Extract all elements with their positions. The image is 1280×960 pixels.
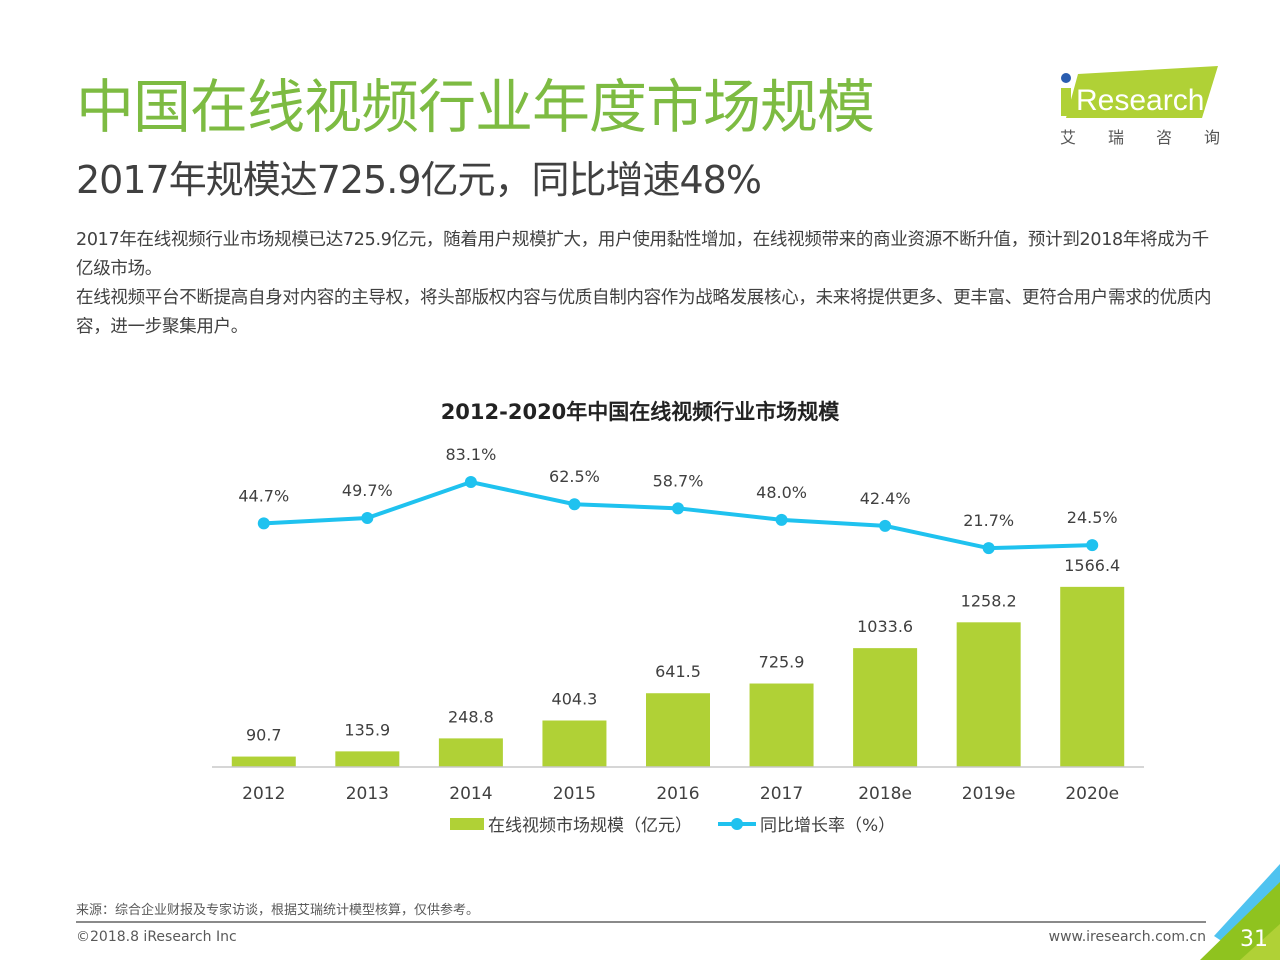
body-paragraph: 2017年在线视频行业市场规模已达725.9亿元，随着用户规模扩大，用户使用黏性… xyxy=(76,230,1209,279)
logo-blue-dot xyxy=(1061,73,1071,83)
legend-line-swatch xyxy=(718,817,756,830)
legend-label: 在线视频市场规模（亿元） xyxy=(488,816,692,836)
bars-layer xyxy=(231,586,1125,767)
logo-green-banner xyxy=(1066,66,1218,118)
growth-point-2018e xyxy=(879,519,892,532)
bar-value-label: 248.8 xyxy=(448,707,494,726)
legend-item-growth-rate: 同比增长率（%） xyxy=(718,811,895,836)
logo-brand-text: Research xyxy=(1076,84,1204,117)
growth-point-2017 xyxy=(775,513,788,526)
logo-char: 艾 xyxy=(1060,128,1077,147)
bar-2020e xyxy=(1060,586,1125,767)
labels-layer: 90.7 2012 135.9 2013 248.8 2014 404.3 2015 641.5… xyxy=(238,445,1120,804)
logo-chinese-name: 艾 瑞 咨 询 xyxy=(1060,124,1220,148)
growth-value-label: 44.7% xyxy=(238,486,289,505)
footer-divider xyxy=(76,921,1206,923)
source-note: 来源：综合企业财报及专家访谈，根据艾瑞统计模型核算，仅供参考。 xyxy=(76,903,480,918)
logo-char: 询 xyxy=(1203,128,1220,147)
legend-item-market-size: 在线视频市场规模（亿元） xyxy=(450,811,692,836)
growth-value-label: 83.1% xyxy=(445,445,496,464)
growth-value-label: 58.7% xyxy=(653,471,704,490)
x-tick-label: 2020e xyxy=(1065,784,1119,804)
growth-line-layer xyxy=(257,476,1099,555)
x-tick-label: 2017 xyxy=(760,784,803,804)
growth-point-2020e xyxy=(1086,539,1099,552)
bar-value-label: 641.5 xyxy=(655,662,701,681)
x-tick-label: 2015 xyxy=(553,784,596,804)
legend-bar-swatch xyxy=(450,817,484,830)
bar-2013 xyxy=(335,751,400,767)
logo-i-stem xyxy=(1061,88,1071,116)
growth-value-label: 49.7% xyxy=(342,481,393,500)
iresearch-logo: Research xyxy=(1061,66,1218,118)
corner-decoration xyxy=(1200,864,1280,960)
growth-point-2013 xyxy=(361,512,374,525)
body-paragraph: 在线视频平台不断提高自身对内容的主导权，将头部版权内容与优质自制内容作为战略发展… xyxy=(76,288,1212,337)
x-tick-label: 2018e xyxy=(858,784,912,804)
growth-value-label: 42.4% xyxy=(860,489,911,508)
growth-point-2019e xyxy=(982,542,995,555)
growth-point-2014 xyxy=(464,476,477,489)
growth-value-label: 48.0% xyxy=(756,483,807,502)
body-text: 2017年在线视频行业市场规模已达725.9亿元，随着用户规模扩大，用户使用黏性… xyxy=(76,226,1216,342)
bar-2012 xyxy=(231,756,296,767)
x-tick-label: 2016 xyxy=(656,784,699,804)
page-subtitle: 2017年规模达725.9亿元，同比增速48% xyxy=(76,158,762,202)
growth-point-2015 xyxy=(568,498,581,511)
x-tick-label: 2013 xyxy=(346,784,389,804)
bar-2019e xyxy=(956,622,1021,767)
page-title: 中国在线视频行业年度市场规模 xyxy=(76,73,875,141)
growth-value-label: 62.5% xyxy=(549,467,600,486)
logo-char: 瑞 xyxy=(1107,128,1124,147)
page-number: 31 xyxy=(1240,927,1268,952)
x-tick-label: 2019e xyxy=(962,784,1016,804)
bar-2016 xyxy=(646,693,710,767)
bar-value-label: 1033.6 xyxy=(857,617,913,636)
bar-value-label: 135.9 xyxy=(344,720,390,739)
website-link[interactable]: www.iresearch.com.cn xyxy=(1048,929,1206,945)
corner-green-block xyxy=(1200,882,1280,960)
bar-value-label: 1566.4 xyxy=(1064,556,1120,575)
bar-2014 xyxy=(438,738,503,767)
growth-point-2016 xyxy=(672,502,684,515)
chart-legend: 在线视频市场规模（亿元） 同比增长率（%） xyxy=(450,811,921,836)
corner-light-green xyxy=(1240,924,1280,960)
x-tick-label: 2014 xyxy=(449,784,492,804)
copyright: ©2018.8 iResearch Inc xyxy=(76,929,237,945)
bar-value-label: 725.9 xyxy=(759,653,805,672)
bar-value-label: 90.7 xyxy=(246,726,282,745)
logo-char: 咨 xyxy=(1155,128,1172,147)
market-size-chart: 90.7 2012 135.9 2013 248.8 2014 404.3 2015 641.5… xyxy=(212,445,1144,804)
bar-2017 xyxy=(749,683,814,767)
corner-blue-stripe xyxy=(1214,864,1280,944)
chart-title: 2012-2020年中国在线视频行业市场规模 xyxy=(440,400,840,424)
growth-value-label: 24.5% xyxy=(1067,508,1118,527)
legend-label: 同比增长率（%） xyxy=(760,816,896,836)
x-tick-label: 2012 xyxy=(242,784,285,804)
bar-2018e xyxy=(853,648,918,767)
bar-value-label: 404.3 xyxy=(552,690,598,709)
growth-value-label: 21.7% xyxy=(963,511,1014,530)
growth-point-2012 xyxy=(257,517,270,530)
bar-value-label: 1258.2 xyxy=(961,591,1017,610)
bar-2015 xyxy=(542,720,607,767)
